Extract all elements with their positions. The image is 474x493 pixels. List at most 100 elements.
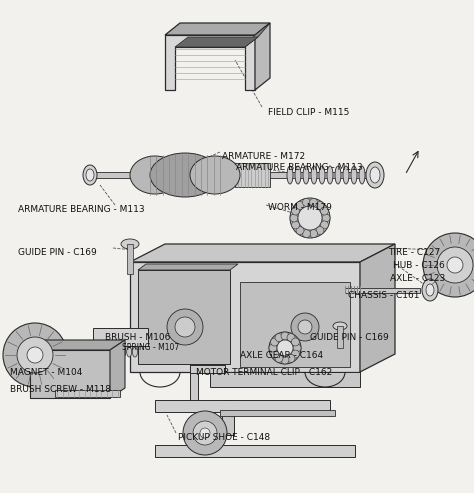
Bar <box>190 365 225 373</box>
Ellipse shape <box>319 166 325 184</box>
Ellipse shape <box>333 322 347 330</box>
Bar <box>155 400 330 412</box>
Circle shape <box>310 198 318 207</box>
Ellipse shape <box>98 347 102 357</box>
Circle shape <box>302 230 310 238</box>
Bar <box>190 365 198 405</box>
Circle shape <box>271 350 279 358</box>
Ellipse shape <box>351 166 357 184</box>
Circle shape <box>423 233 474 297</box>
Circle shape <box>322 214 330 222</box>
Ellipse shape <box>133 347 137 357</box>
Circle shape <box>281 356 289 364</box>
Circle shape <box>200 428 210 438</box>
Polygon shape <box>138 270 230 364</box>
Polygon shape <box>210 372 360 387</box>
Circle shape <box>320 221 328 229</box>
Ellipse shape <box>103 347 109 357</box>
Polygon shape <box>255 23 270 90</box>
Ellipse shape <box>311 166 317 184</box>
Ellipse shape <box>190 156 240 194</box>
Polygon shape <box>175 37 258 47</box>
Circle shape <box>447 257 463 273</box>
Circle shape <box>183 411 227 455</box>
Ellipse shape <box>150 153 220 197</box>
Polygon shape <box>30 340 125 350</box>
Text: FIELD CLIP - M115: FIELD CLIP - M115 <box>268 108 349 117</box>
Circle shape <box>296 226 304 235</box>
Ellipse shape <box>86 169 94 181</box>
Ellipse shape <box>127 347 132 357</box>
Bar <box>220 410 335 416</box>
Circle shape <box>296 202 304 210</box>
Polygon shape <box>240 282 350 367</box>
Circle shape <box>293 344 301 352</box>
Text: SPRING - M107: SPRING - M107 <box>122 343 179 352</box>
Text: BRUSH SCREW - M118: BRUSH SCREW - M118 <box>10 385 111 394</box>
Bar <box>345 288 420 293</box>
Text: ARMATURE BEARING - M113: ARMATURE BEARING - M113 <box>18 205 145 214</box>
Circle shape <box>290 214 298 222</box>
Circle shape <box>281 332 289 340</box>
Circle shape <box>275 354 283 362</box>
Ellipse shape <box>130 156 180 194</box>
Text: MOTOR TERMINAL CLIP - C162: MOTOR TERMINAL CLIP - C162 <box>196 368 332 377</box>
Bar <box>85 172 375 178</box>
Bar <box>93 328 148 346</box>
Text: MAGNET - M104: MAGNET - M104 <box>10 368 82 377</box>
Polygon shape <box>360 244 395 372</box>
Circle shape <box>320 207 328 215</box>
Bar <box>222 400 234 435</box>
Circle shape <box>302 198 310 207</box>
Circle shape <box>269 344 277 352</box>
Ellipse shape <box>115 347 120 357</box>
Circle shape <box>316 226 324 235</box>
Circle shape <box>291 313 319 341</box>
Polygon shape <box>138 264 238 270</box>
Circle shape <box>17 337 53 373</box>
Text: HUB - C126: HUB - C126 <box>393 261 445 270</box>
Circle shape <box>193 421 217 445</box>
Ellipse shape <box>295 166 301 184</box>
Polygon shape <box>30 350 110 398</box>
Ellipse shape <box>83 165 97 185</box>
Text: BRUSH - M106: BRUSH - M106 <box>105 333 170 342</box>
Text: GUIDE PIN - C169: GUIDE PIN - C169 <box>18 248 97 257</box>
Circle shape <box>316 202 324 210</box>
Circle shape <box>292 207 300 215</box>
Text: GUIDE PIN - C169: GUIDE PIN - C169 <box>310 333 389 342</box>
Circle shape <box>292 350 300 358</box>
Polygon shape <box>165 35 255 90</box>
Polygon shape <box>130 244 395 262</box>
Text: WORM - M179: WORM - M179 <box>268 203 332 212</box>
Circle shape <box>269 332 301 364</box>
Circle shape <box>292 338 300 346</box>
Bar <box>155 445 355 457</box>
Circle shape <box>275 334 283 342</box>
Text: PICKUP SHOE - C148: PICKUP SHOE - C148 <box>178 433 270 442</box>
Text: AXLE - C123: AXLE - C123 <box>390 274 445 283</box>
Circle shape <box>287 354 295 362</box>
Circle shape <box>175 317 195 337</box>
Bar <box>337 326 343 348</box>
Ellipse shape <box>109 347 114 357</box>
Polygon shape <box>110 340 125 398</box>
Circle shape <box>271 338 279 346</box>
Circle shape <box>167 309 203 345</box>
Ellipse shape <box>426 284 434 296</box>
Circle shape <box>437 247 473 283</box>
Text: AXLE GEAR - C164: AXLE GEAR - C164 <box>240 351 323 360</box>
Ellipse shape <box>303 166 309 184</box>
Circle shape <box>277 340 293 356</box>
Ellipse shape <box>327 166 333 184</box>
Circle shape <box>298 320 312 334</box>
Text: ARMATURE BEARING - M113: ARMATURE BEARING - M113 <box>236 163 363 172</box>
Text: TIRE - C127: TIRE - C127 <box>388 248 440 257</box>
Text: ARMATURE - M172: ARMATURE - M172 <box>222 152 305 161</box>
Ellipse shape <box>121 347 126 357</box>
Circle shape <box>27 347 43 363</box>
Ellipse shape <box>370 167 380 183</box>
Circle shape <box>3 323 67 387</box>
Bar <box>235 163 270 187</box>
Bar <box>127 244 133 274</box>
